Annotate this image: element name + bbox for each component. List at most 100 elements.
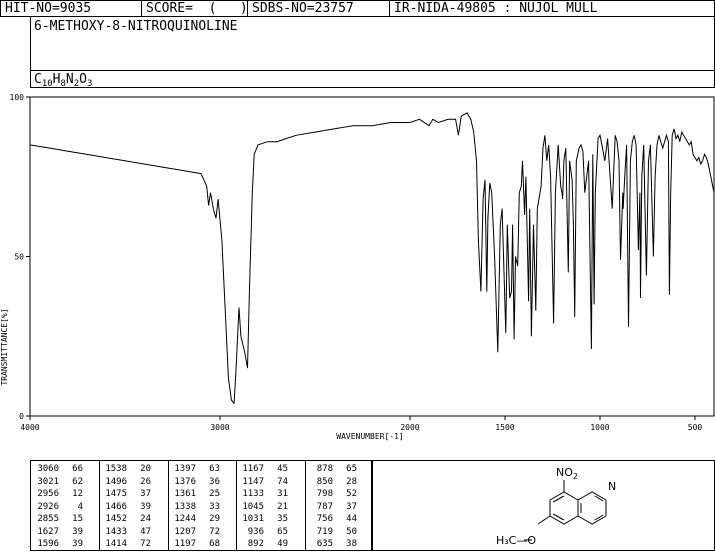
peak-wavenumber: 1147 [242, 476, 264, 487]
peak-wavenumber: 719 [316, 526, 333, 537]
peak-row: 1207 72 [172, 526, 220, 539]
peak-wavenumber: 1207 [174, 526, 196, 537]
peak-column: 1167 45 1147 74 1133 31 1045 21 1031 35 936 65 892 49 [240, 463, 288, 551]
peak-row: 1433 47 [103, 526, 151, 539]
peak-row: 635 38 [309, 538, 357, 551]
peak-row: 1496 26 [103, 476, 151, 489]
peak-row: 850 28 [309, 476, 357, 489]
peak-transmittance: 33 [209, 501, 220, 512]
y-tick-label: 100 [10, 93, 25, 102]
peak-transmittance: 65 [277, 526, 288, 537]
peak-transmittance: 15 [72, 514, 83, 524]
molecular-formula: C10H8N2O3 [34, 72, 92, 89]
peak-transmittance: 4 [77, 501, 83, 512]
peak-wavenumber: 1627 [37, 526, 59, 537]
ir-nida-cell: IR-NIDA-49805 : NUJOL MULL [389, 0, 715, 17]
y-axis-label: TRANSMITTANCE[%] [0, 308, 9, 385]
peak-transmittance: 29 [209, 514, 220, 524]
formula-subscript: 10 [41, 79, 53, 89]
peak-transmittance: 24 [140, 514, 151, 524]
peak-transmittance: 68 [209, 539, 220, 549]
peak-wavenumber: 2855 [37, 514, 59, 524]
peak-wavenumber: 892 [247, 539, 264, 549]
sdbs-number: SDBS-NO=23757 [252, 1, 354, 16]
peak-column-divider [305, 460, 306, 551]
peak-row: 1452 24 [103, 513, 151, 526]
peak-row: 2926 4 [35, 501, 83, 514]
peak-transmittance: 38 [346, 539, 357, 549]
sdbs-number-cell: SDBS-NO=23757 [247, 0, 390, 17]
formula-element: N [65, 72, 74, 87]
molecule-structure: NO2 N H₃C—O [496, 466, 616, 547]
spectrum-line [29, 112, 715, 405]
peak-row: 1538 20 [103, 463, 151, 476]
peak-row: 1596 39 [35, 538, 83, 551]
peak-row: 1376 36 [172, 476, 220, 489]
formula-divider [30, 70, 715, 71]
x-tick-label: 1500 [495, 423, 514, 432]
peak-transmittance: 39 [72, 526, 83, 537]
peak-wavenumber: 2956 [37, 489, 59, 499]
peak-wavenumber: 1433 [105, 526, 127, 537]
peak-row: 798 52 [309, 488, 357, 501]
score-cell: SCORE= ( ) [141, 0, 248, 17]
peak-wavenumber: 1596 [37, 539, 59, 549]
peak-row: 892 49 [240, 538, 288, 551]
hit-number: HIT-NO=9035 [5, 1, 92, 16]
peak-row: 1475 37 [103, 488, 151, 501]
x-tick-label: 3000 [210, 423, 229, 432]
peak-transmittance: 39 [72, 539, 83, 549]
peak-wavenumber: 3021 [37, 476, 59, 487]
peak-wavenumber: 787 [316, 501, 333, 512]
peak-wavenumber: 1538 [105, 464, 127, 474]
peak-transmittance: 36 [209, 476, 220, 487]
peak-wavenumber: 1244 [174, 514, 196, 524]
peak-transmittance: 20 [140, 464, 151, 474]
x-tick-label: 4000 [20, 423, 39, 432]
peak-wavenumber: 1475 [105, 489, 127, 499]
compound-name: 6-METHOXY-8-NITROQUINOLINE [34, 19, 238, 34]
peak-column-divider [99, 460, 100, 551]
peak-row: 2956 12 [35, 488, 83, 501]
peak-row: 1361 25 [172, 488, 220, 501]
peak-row: 1627 39 [35, 526, 83, 539]
peak-row: 1031 35 [240, 513, 288, 526]
nitro-group-label: NO2 [556, 466, 578, 481]
ir-spectrum-chart: 4000 3000 2000 1500 1000 500 0 50 100 WAVENUMBER… [0, 93, 715, 441]
peak-wavenumber: 3060 [37, 464, 59, 474]
peak-row: 787 37 [309, 501, 357, 514]
peak-row: 1466 39 [103, 501, 151, 514]
peak-transmittance: 63 [209, 464, 220, 474]
peak-column-divider [236, 460, 237, 551]
peak-transmittance: 37 [140, 489, 151, 499]
peak-wavenumber: 1031 [242, 514, 264, 524]
x-tick-label: 500 [688, 423, 703, 432]
peak-transmittance: 74 [277, 476, 288, 487]
peak-wavenumber: 936 [247, 526, 264, 537]
peak-transmittance: 52 [346, 489, 357, 499]
peak-row: 1147 74 [240, 476, 288, 489]
formula-subscript: 3 [87, 79, 93, 89]
peak-row: 1045 21 [240, 501, 288, 514]
formula-subscript: 2 [73, 79, 80, 89]
peak-row: 1244 29 [172, 513, 220, 526]
peak-wavenumber: 1452 [105, 514, 127, 524]
peak-wavenumber: 1466 [105, 501, 127, 512]
peak-wavenumber: 1197 [174, 539, 196, 549]
peak-transmittance: 25 [209, 489, 220, 499]
peak-wavenumber: 1045 [242, 501, 264, 512]
peak-transmittance: 66 [72, 464, 83, 474]
peak-transmittance: 62 [72, 476, 83, 487]
peak-transmittance: 37 [346, 501, 357, 512]
ring-nitrogen-label: N [608, 480, 616, 493]
peak-wavenumber: 1397 [174, 464, 196, 474]
peak-wavenumber: 1376 [174, 476, 196, 487]
peak-wavenumber: 1496 [105, 476, 127, 487]
peak-row: 1397 63 [172, 463, 220, 476]
peak-transmittance: 28 [346, 476, 357, 487]
y-tick-label: 50 [14, 253, 24, 262]
peak-column: 1538 20 1496 26 1475 37 1466 39 1452 24 1433 47 1414… [103, 463, 151, 551]
peak-table [30, 460, 372, 551]
peak-transmittance: 35 [277, 514, 288, 524]
peak-wavenumber: 878 [316, 464, 333, 474]
